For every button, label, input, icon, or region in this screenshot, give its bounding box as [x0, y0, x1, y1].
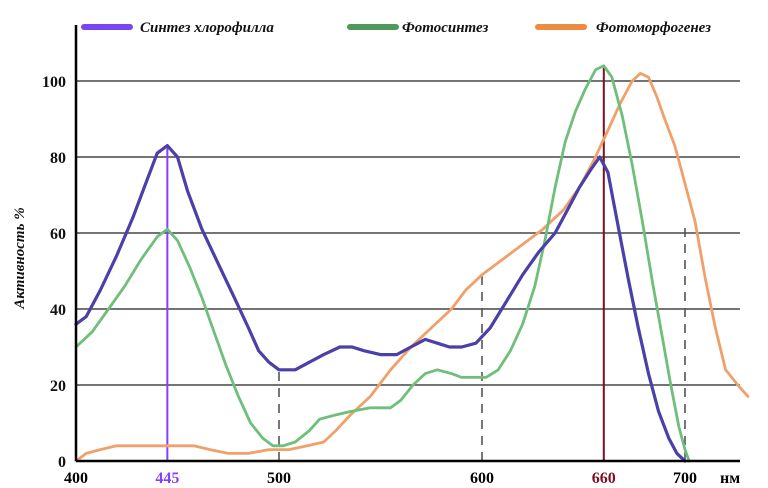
- x-tick-label: 400: [64, 470, 88, 487]
- y-tick-label: 60: [50, 226, 66, 243]
- series-line: [74, 144, 687, 463]
- legend-label: Фотоморфогенез: [596, 20, 711, 36]
- y-tick-label: 100: [42, 74, 66, 91]
- y-axis-label: Активность %: [12, 207, 28, 309]
- legend: Синтез хлорофилла Фотосинтез Фотоморфогене…: [81, 20, 711, 36]
- y-tick-label: 20: [50, 378, 66, 395]
- wavelength-markers: [166, 65, 686, 461]
- y-tick-labels: 0 20 40 60 80 100: [42, 74, 66, 471]
- legend-label: Фотосинтез: [402, 20, 488, 36]
- series-line: [74, 64, 691, 463]
- x-tick-label: 600: [470, 470, 494, 487]
- x-tick-label: 660: [592, 470, 616, 487]
- x-tick-label: 500: [267, 470, 291, 487]
- series-lines: [74, 64, 750, 463]
- axes: [74, 25, 740, 463]
- y-tick-label: 0: [58, 454, 66, 471]
- x-tick-label: 445: [155, 470, 179, 487]
- y-tick-label: 80: [50, 150, 66, 167]
- legend-label: Синтез хлорофилла: [140, 20, 274, 36]
- x-tick-labels: 400 445 500 600 660 700: [64, 470, 697, 487]
- x-tick-label: 700: [673, 470, 697, 487]
- x-axis-label: нм: [720, 470, 740, 487]
- series-line: [74, 72, 750, 463]
- y-tick-label: 40: [50, 302, 66, 319]
